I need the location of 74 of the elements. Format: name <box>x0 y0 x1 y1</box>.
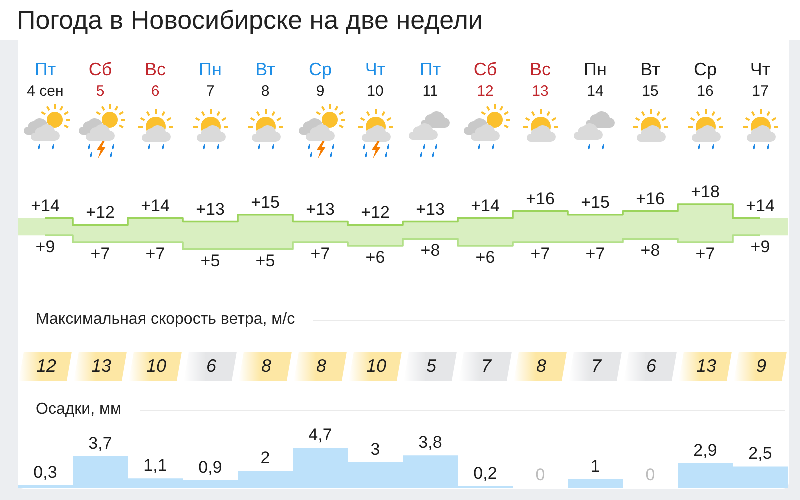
data-label: 0,9 <box>198 458 222 477</box>
data-label: +7 <box>310 244 330 264</box>
x-tick-label: Вс 13 <box>530 60 552 100</box>
data-label: +14 <box>471 196 500 216</box>
data-label: 4,7 <box>308 426 332 444</box>
x-tick-label: Пт 4 сен <box>27 60 64 100</box>
data-label: 13 <box>696 356 717 376</box>
data-label: +9 <box>750 238 770 257</box>
data-label: 6 <box>206 356 218 376</box>
data-label: +12 <box>86 203 115 222</box>
data-label: +13 <box>416 200 445 219</box>
data-label: +14 <box>31 196 60 216</box>
data-label: 0 <box>536 466 546 484</box>
x-tick-label: Сб 12 <box>474 60 498 100</box>
data-label: +6 <box>476 248 496 267</box>
data-label: 6 <box>646 356 658 376</box>
data-label: 3,7 <box>88 434 112 454</box>
data-label: +14 <box>746 196 775 216</box>
x-tick-label: Вт 15 <box>640 60 660 100</box>
data-label: 0 <box>646 466 656 484</box>
data-label: +13 <box>306 200 335 219</box>
data-label: 0,3 <box>34 462 58 482</box>
x-tick-label: Чт 17 <box>750 60 771 100</box>
data-label: 2,5 <box>748 444 772 464</box>
data-label: +5 <box>200 251 220 270</box>
data-label: +8 <box>420 241 440 260</box>
text: Максимальная скорость ветра, м/с <box>36 311 296 328</box>
data-label: +7 <box>530 244 550 264</box>
data-label: 7 <box>481 356 492 376</box>
data-label: 5 <box>426 356 438 376</box>
data-label: 2 <box>260 448 270 468</box>
data-label: 8 <box>316 356 327 376</box>
data-label: 10 <box>146 356 167 376</box>
data-label: 8 <box>536 356 547 376</box>
data-label: 8 <box>261 356 272 376</box>
data-label: 2,9 <box>694 440 718 460</box>
x-tick-label: Пт 11 <box>420 60 442 100</box>
data-label: +7 <box>696 244 716 264</box>
data-label: 10 <box>366 356 387 376</box>
data-label: +16 <box>526 189 555 208</box>
data-label: +15 <box>581 192 610 212</box>
data-label: 12 <box>36 356 57 376</box>
data-label: +8 <box>640 241 660 260</box>
data-label: +15 <box>251 192 280 212</box>
data-label: +13 <box>196 200 225 219</box>
data-label: +18 <box>691 182 720 202</box>
data-label: +6 <box>366 248 386 267</box>
data-label: +7 <box>90 244 110 264</box>
x-tick-label: Вт 8 <box>256 60 276 100</box>
data-label: +7 <box>146 244 166 264</box>
data-label: 1 <box>590 456 600 476</box>
chart-title: Осадки, мм <box>36 401 122 418</box>
data-label: 13 <box>91 356 112 376</box>
bar <box>568 479 623 488</box>
data-label: 9 <box>756 356 767 376</box>
chart-title: Погода в Новосибирске на две недели <box>17 5 483 35</box>
data-label: +14 <box>141 196 170 216</box>
data-label: 1,1 <box>144 456 168 476</box>
data-label: +16 <box>636 189 665 208</box>
x-tick-label: Ср 9 <box>308 60 332 100</box>
data-label: +5 <box>256 251 276 270</box>
x-tick-label: Вс 6 <box>144 60 166 100</box>
x-tick-label: Пн 7 <box>199 60 222 100</box>
data-label: +12 <box>361 203 390 222</box>
data-label: +9 <box>36 238 56 257</box>
x-tick-label: Ср 16 <box>694 60 718 100</box>
x-tick-label: Пн 14 <box>584 60 607 100</box>
x-tick-label: Чт 10 <box>365 60 386 100</box>
data-label: 7 <box>591 356 602 376</box>
data-label: 0,2 <box>474 464 498 483</box>
x-tick-label: Сб 5 <box>88 60 112 100</box>
data-label: +7 <box>586 244 606 264</box>
data-label: 3 <box>370 440 380 459</box>
data-label: 3,8 <box>418 433 442 452</box>
